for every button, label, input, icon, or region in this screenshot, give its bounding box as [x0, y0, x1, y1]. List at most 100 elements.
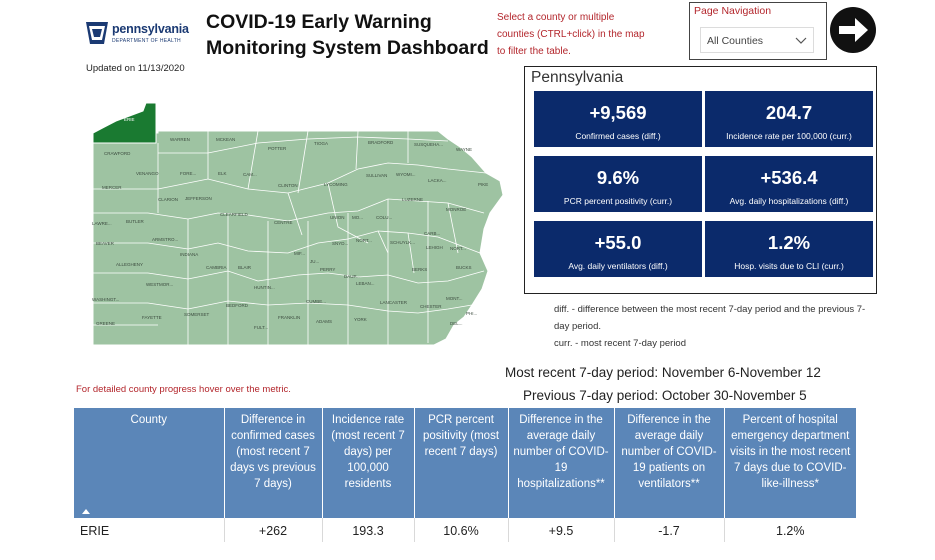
table-cell-county: ERIE: [74, 518, 225, 542]
map-label: SCHUYLK...: [390, 240, 415, 245]
pennsylvania-county-map[interactable]: ERIE CRAWFORD WARREN MCKEAN POTTER TIOGA…: [88, 103, 508, 348]
county-dropdown-value: All Counties: [707, 35, 764, 47]
state-summary-panel: Pennsylvania +9,569 Confirmed cases (dif…: [524, 66, 877, 294]
column-header-label: Difference in the average daily number o…: [621, 414, 717, 490]
metric-value: 1.2%: [767, 232, 811, 253]
metric-label: Avg. daily ventilators (diff.): [568, 261, 668, 271]
map-label: JU...: [310, 259, 319, 264]
metric-tile-hospitalizations[interactable]: +536.4 Avg. daily hospitalizations (diff…: [705, 156, 873, 212]
map-label: FRANKLIN: [278, 315, 300, 320]
abbreviation-notes: diff. - difference between the most rece…: [554, 301, 874, 352]
state-summary-title: Pennsylvania: [531, 69, 624, 86]
column-header-label: PCR percent positivity (most recent 7 da…: [422, 414, 500, 458]
table-cell[interactable]: 1.2%: [724, 518, 856, 542]
logo-dept-text: DEPARTMENT OF HEALTH: [112, 38, 181, 44]
keystone-icon: [86, 22, 108, 44]
note-curr: curr. - most recent 7-day period: [554, 338, 686, 349]
map-label: TIOGA: [314, 141, 328, 146]
county-dropdown[interactable]: All Counties: [700, 27, 814, 53]
page-navigation-panel: Page Navigation All Counties: [689, 2, 827, 60]
map-label: NORT...: [356, 238, 372, 243]
arrow-right-circle-icon[interactable]: [829, 6, 877, 54]
map-label: FAYETTE: [142, 315, 162, 320]
metric-tile-incidence-rate[interactable]: 204.7 Incidence rate per 100,000 (curr.): [705, 91, 873, 147]
map-label: CHESTER: [420, 304, 442, 309]
map-label: CAM...: [243, 172, 257, 177]
county-labels: ERIE CRAWFORD WARREN MCKEAN POTTER TIOGA…: [92, 117, 488, 330]
map-county-erie[interactable]: [92, 103, 157, 144]
map-label: WASHINGT...: [92, 297, 119, 302]
recent-period-text: Most recent 7-day period: November 6-Nov…: [505, 365, 821, 380]
map-label: BEAVER: [96, 241, 115, 246]
map-label: BRADFORD: [368, 140, 394, 145]
column-header-incidence-rate[interactable]: Incidence rate (most recent 7 days) per …: [322, 408, 415, 518]
metric-tile-confirmed-cases[interactable]: +9,569 Confirmed cases (diff.): [534, 91, 702, 147]
column-header-county[interactable]: County: [74, 408, 225, 518]
map-label: SULLIVAN: [366, 173, 387, 178]
map-label: ADAMS: [316, 319, 332, 324]
column-header-label: Incidence rate (most recent 7 days) per …: [331, 414, 405, 490]
map-label: VENANGO: [136, 171, 159, 176]
map-label: YORK: [354, 317, 367, 322]
map-label: WYOMI...: [396, 172, 416, 177]
map-label: BERKS: [412, 267, 427, 272]
metric-value: +536.4: [760, 167, 818, 188]
map-label: BEDFORD: [226, 303, 249, 308]
column-header-label: County: [130, 414, 167, 426]
map-label: BUCKS: [456, 265, 472, 270]
map-label: MO...: [352, 215, 363, 220]
map-label: MCKEAN: [216, 137, 235, 142]
map-label: BLAIR: [238, 265, 252, 270]
map-label: MERCER: [102, 185, 122, 190]
table-cell[interactable]: 10.6%: [414, 518, 509, 542]
column-header-ventilators[interactable]: Difference in the average daily number o…: [614, 408, 725, 518]
map-label: NORT...: [450, 246, 466, 251]
metric-tile-ventilators[interactable]: +55.0 Avg. daily ventilators (diff.): [534, 221, 702, 277]
map-label: WARREN: [170, 137, 190, 142]
map-label: PERRY: [320, 267, 335, 272]
metric-label: Avg. daily hospitalizations (diff.): [729, 196, 849, 206]
metric-tile-pcr-positivity[interactable]: 9.6% PCR percent positivity (curr.): [534, 156, 702, 212]
map-label: BUTLER: [126, 219, 145, 224]
column-header-label: Difference in the average daily number o…: [513, 414, 609, 490]
map-label: SOMERSET: [184, 312, 210, 317]
map-label: POTTER: [268, 146, 287, 151]
map-label: WESTMOR...: [146, 282, 173, 287]
table-cell[interactable]: +9.5: [508, 518, 615, 542]
column-header-pcr-positivity[interactable]: PCR percent positivity (most recent 7 da…: [414, 408, 509, 518]
column-header-case-difference[interactable]: Difference in confirmed cases (most rece…: [224, 408, 323, 518]
map-label: FULT...: [254, 325, 268, 330]
county-metrics-table: County Difference in confirmed cases (mo…: [74, 408, 856, 542]
map-counties[interactable]: [92, 103, 504, 346]
map-label: PIKE: [478, 182, 488, 187]
page-title: COVID-19 Early Warning Monitoring System…: [206, 11, 489, 59]
map-label: LAWRE...: [92, 221, 112, 226]
map-label: CARB...: [424, 231, 440, 236]
previous-period-text: Previous 7-day period: October 30-Novemb…: [523, 388, 807, 403]
column-header-hospitalizations[interactable]: Difference in the average daily number o…: [508, 408, 615, 518]
table-cell[interactable]: -1.7: [614, 518, 725, 542]
column-header-cli-visits[interactable]: Percent of hospital emergency department…: [724, 408, 856, 518]
map-label: WAYNE: [456, 147, 472, 152]
map-label: SUSQUEHA...: [414, 142, 443, 147]
map-label: LANCASTER: [380, 300, 408, 305]
table-cell[interactable]: +262: [224, 518, 323, 542]
map-label: CLEARFIELD: [220, 212, 249, 217]
metric-tile-cli-visits[interactable]: 1.2% Hosp. visits due to CLI (curr.): [705, 221, 873, 277]
metric-label: Hosp. visits due to CLI (curr.): [734, 261, 844, 271]
county-borders: [93, 130, 487, 345]
map-label: DEL...: [450, 321, 463, 326]
sort-ascending-icon[interactable]: [82, 509, 90, 514]
column-header-label: Difference in confirmed cases (most rece…: [230, 414, 316, 490]
table-cell[interactable]: 193.3: [322, 518, 415, 542]
map-label: LUZERNE: [402, 197, 423, 202]
map-label: DAUP...: [344, 274, 360, 279]
pa-health-logo: pennsylvania DEPARTMENT OF HEALTH: [84, 18, 194, 48]
map-label: CLARION: [158, 197, 178, 202]
map-label: ELK: [218, 171, 227, 176]
map-label: MONT...: [446, 296, 463, 301]
map-state-shape[interactable]: [92, 130, 504, 346]
table-row[interactable]: ERIE +262 193.3 10.6% +9.5 -1.7 1.2%: [74, 518, 856, 542]
map-label: CUMBE...: [306, 299, 326, 304]
map-label: LEBAN...: [356, 281, 375, 286]
